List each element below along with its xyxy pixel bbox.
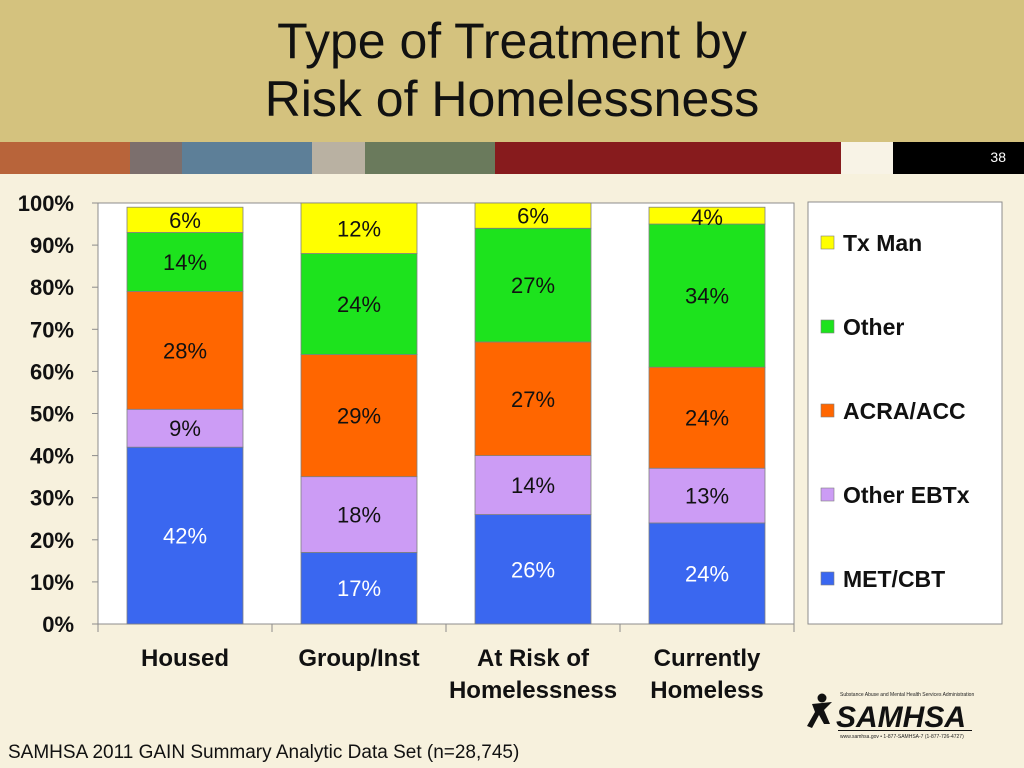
y-tick-label: 90%	[30, 233, 74, 258]
samhsa-logo: Substance Abuse and Mental Health Servic…	[806, 690, 986, 742]
data-label: 4%	[691, 205, 723, 230]
color-strip	[0, 142, 1024, 174]
bar-segment	[300, 253, 418, 355]
bar-segment	[126, 291, 244, 410]
legend-label: MET/CBT	[843, 566, 945, 592]
source-note: SAMHSA 2011 GAIN Summary Analytic Data S…	[8, 742, 520, 763]
data-label: 6%	[169, 208, 201, 233]
legend-box	[807, 201, 1003, 625]
data-label: 24%	[337, 292, 381, 317]
data-label: 27%	[511, 387, 555, 412]
strip-segment	[365, 142, 495, 174]
y-tick-label: 40%	[30, 444, 74, 469]
title-line-2: Risk of Homelessness	[264, 71, 760, 127]
bar-segment	[300, 476, 418, 553]
data-label: 12%	[337, 216, 381, 241]
data-label: 34%	[685, 284, 729, 309]
y-tick-label: 100%	[18, 191, 74, 216]
legend-swatch	[820, 235, 835, 250]
strip-segment	[893, 142, 1024, 174]
y-tick-label: 20%	[30, 528, 74, 553]
y-tick-label: 50%	[30, 402, 74, 427]
bar-segment	[126, 232, 244, 292]
data-label: 28%	[163, 338, 207, 363]
legend-swatch	[820, 487, 835, 502]
legend-label: ACRA/ACC	[843, 398, 966, 424]
slide-title: Type of Treatment by Risk of Homelessnes…	[0, 12, 1024, 128]
bar-segment	[474, 202, 592, 229]
legend-swatch	[820, 571, 835, 586]
bar-segment	[126, 408, 244, 448]
bar-segment	[126, 206, 244, 233]
data-label: 14%	[511, 473, 555, 498]
y-tick-label: 10%	[30, 570, 74, 595]
title-banner: Type of Treatment by Risk of Homelessnes…	[0, 0, 1024, 142]
legend-label: Other EBTx	[843, 482, 970, 508]
y-tick-label: 60%	[30, 359, 74, 384]
slide-number: 38	[990, 149, 1006, 165]
data-label: 6%	[517, 204, 549, 229]
logo-caption: Substance Abuse and Mental Health Servic…	[840, 692, 974, 698]
bar-segment	[300, 354, 418, 478]
bar-segment	[474, 514, 592, 625]
title-line-1: Type of Treatment by	[277, 13, 747, 69]
bar-segment	[126, 446, 244, 625]
data-label: 27%	[511, 273, 555, 298]
x-category-label: Group/Inst	[298, 645, 419, 672]
x-category-label: Currently	[654, 645, 761, 672]
legend-label: Tx Man	[843, 230, 922, 256]
bar-segment	[648, 366, 766, 469]
y-tick-label: 30%	[30, 486, 74, 511]
data-label: 24%	[685, 406, 729, 431]
legend-swatch	[820, 403, 835, 418]
logo-text: SAMHSA	[836, 701, 966, 734]
logo-footer: www.samhsa.gov • 1-877-SAMHSA-7 (1-877-7…	[840, 734, 964, 740]
bar-segment	[648, 467, 766, 524]
y-tick-label: 80%	[30, 275, 74, 300]
person-figure-icon	[807, 693, 832, 728]
y-tick-label: 70%	[30, 317, 74, 342]
x-category-label: Homeless	[650, 677, 763, 700]
data-label: 14%	[163, 250, 207, 275]
strip-segment	[495, 142, 841, 174]
x-category-label: At Risk of	[477, 645, 590, 672]
legend-label: Other	[843, 314, 904, 340]
data-label: 13%	[685, 484, 729, 509]
plot-area: 0% 10% 20% 30% 40% 50% 60% 70% 80% 90% 100% 42% 9% 28…	[18, 191, 795, 700]
legend: Tx Man Other ACRA/ACC Other EBTx MET/CBT	[807, 201, 1003, 625]
strip-segment	[312, 142, 365, 174]
x-category-label: Housed	[141, 645, 229, 672]
bar-segment	[300, 552, 418, 625]
strip-segment	[0, 142, 130, 174]
x-category-label: Homelessness	[449, 677, 617, 700]
bar-segment	[474, 455, 592, 515]
bar-segment	[648, 522, 766, 625]
stacked-bar-chart: 0% 10% 20% 30% 40% 50% 60% 70% 80% 90% 100% 42% 9% 28…	[18, 191, 1003, 700]
strip-segment	[182, 142, 312, 174]
strip-segment	[841, 142, 893, 174]
strip-segment	[130, 142, 182, 174]
bar-segment	[648, 223, 766, 368]
data-label: 26%	[511, 557, 555, 582]
data-label: 18%	[337, 503, 381, 528]
data-label: 29%	[337, 404, 381, 429]
bar-segment	[648, 206, 766, 225]
data-label: 42%	[163, 524, 207, 549]
bar-segment	[300, 202, 418, 254]
data-label: 24%	[685, 561, 729, 586]
data-label: 9%	[169, 416, 201, 441]
data-label: 17%	[337, 576, 381, 601]
bar-segment	[474, 341, 592, 456]
legend-swatch	[820, 319, 835, 334]
y-tick-label: 0%	[42, 612, 74, 637]
